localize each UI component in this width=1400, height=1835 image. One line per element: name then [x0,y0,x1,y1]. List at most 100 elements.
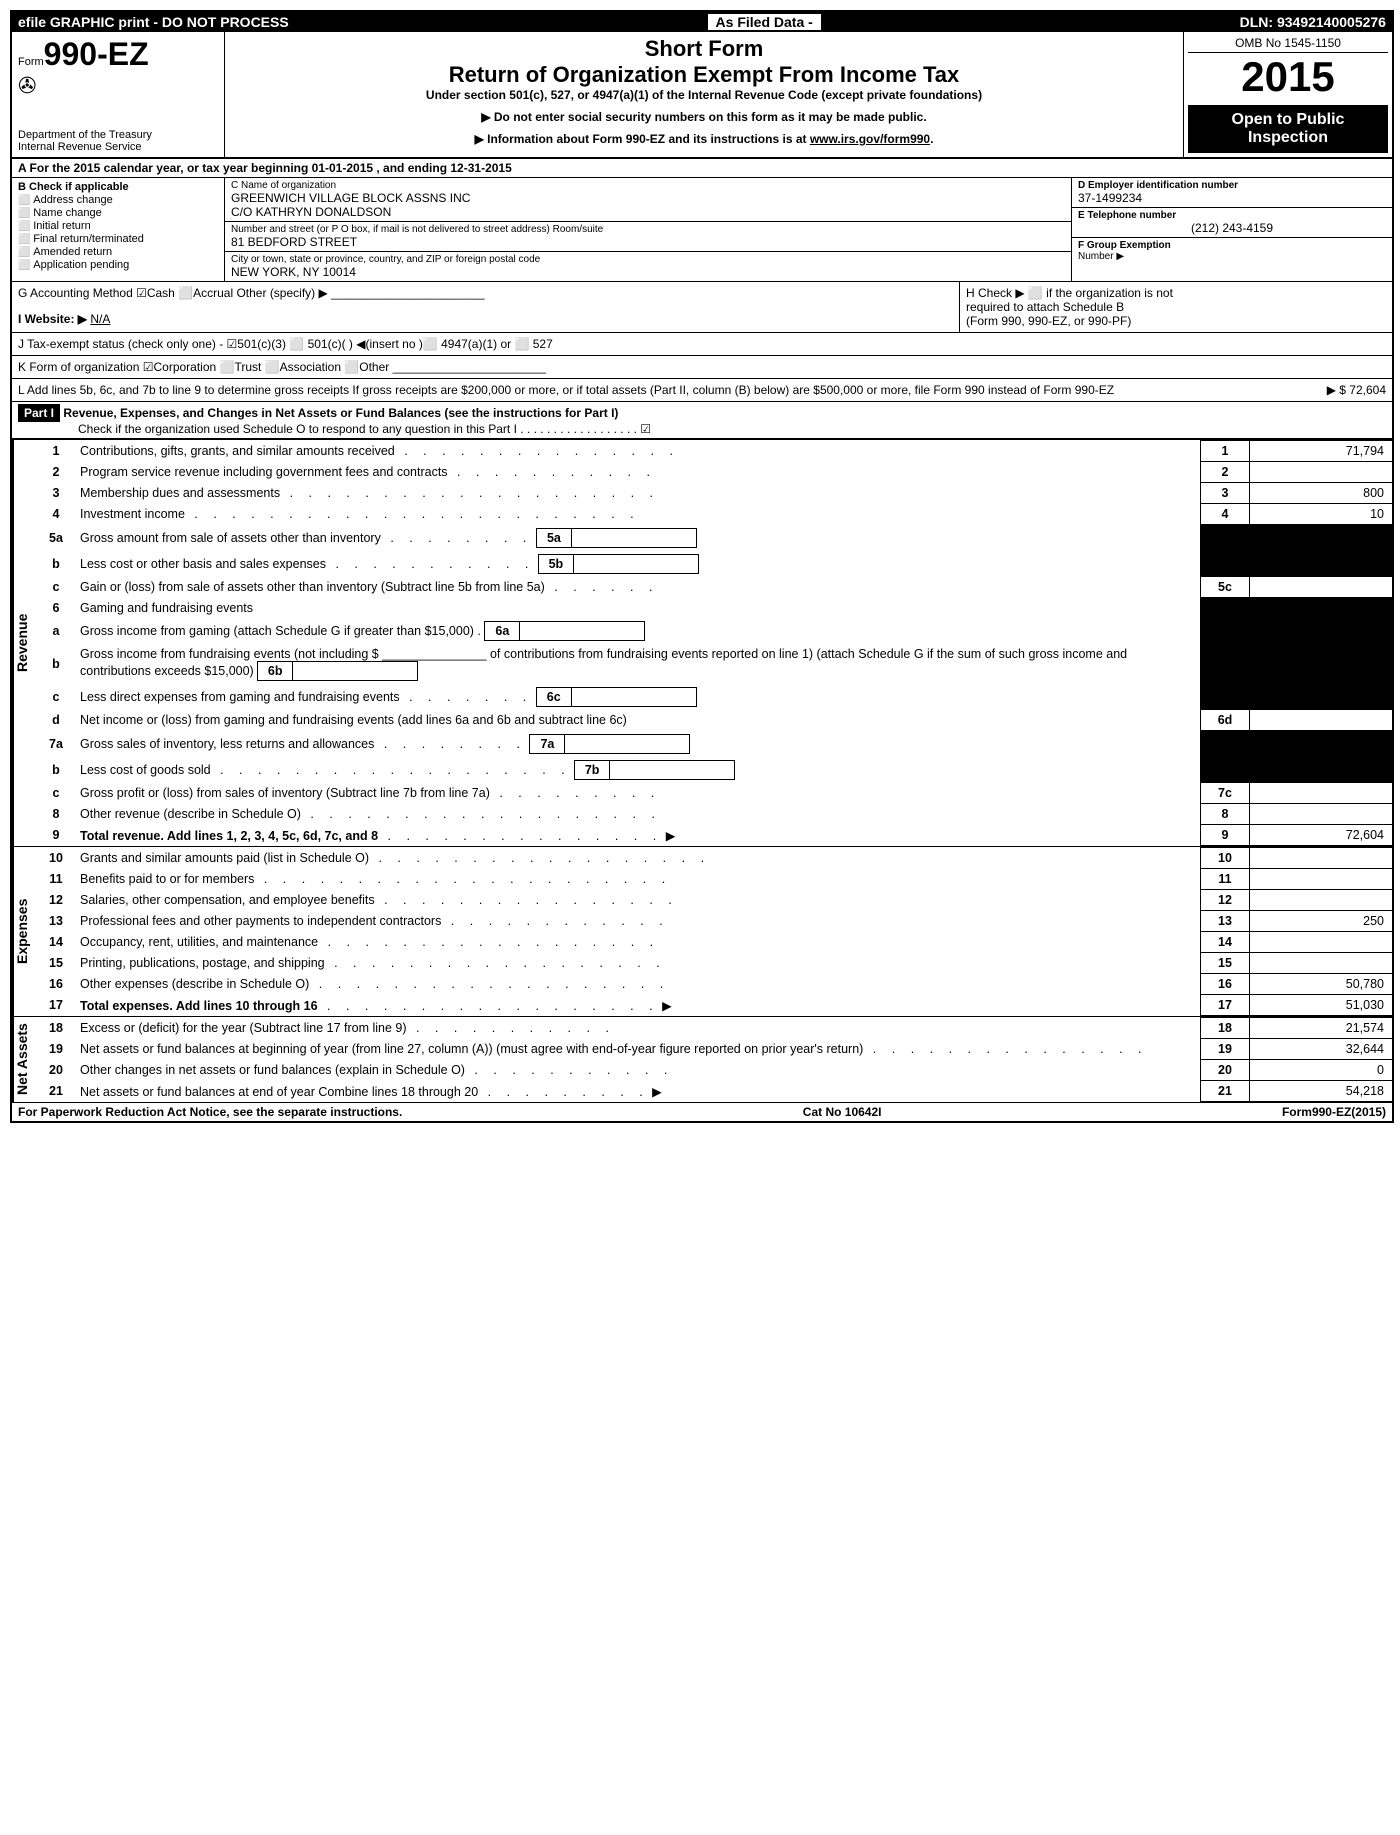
l6d-desc: Net income or (loss) from gaming and fun… [76,710,1201,731]
col-def: D Employer identification number 37-1499… [1072,178,1392,281]
l1-val: 71,794 [1250,441,1393,462]
l3-desc: Membership dues and assessments [80,486,280,500]
line-8: 8Other revenue (describe in Schedule O) … [36,804,1392,825]
topbar-mid: As Filed Data - [708,14,821,30]
l7c-val [1250,783,1393,804]
dept2: Internal Revenue Service [18,141,218,153]
col-b: B Check if applicable Address change Nam… [12,178,225,281]
l17-val: 51,030 [1250,995,1393,1016]
line-13: 13Professional fees and other payments t… [36,911,1392,932]
l7c-desc: Gross profit or (loss) from sales of inv… [80,786,490,800]
line-12: 12Salaries, other compensation, and empl… [36,890,1392,911]
line-6c: cLess direct expenses from gaming and fu… [36,684,1392,710]
note2-pre: ▶ Information about Form 990-EZ and its … [475,132,810,146]
l10-val [1250,848,1393,869]
row-j: J Tax-exempt status (check only one) - ☑… [12,333,1392,356]
header-center: Short Form Return of Organization Exempt… [225,32,1183,157]
form-page: efile GRAPHIC print - DO NOT PROCESS As … [10,10,1394,1123]
website: N/A [90,312,110,326]
l5b-desc: Less cost or other basis and sales expen… [80,557,326,571]
l11-val [1250,869,1393,890]
note2-post: . [930,132,933,146]
e-phone: E Telephone number (212) 243-4159 [1072,208,1392,238]
line-16: 16Other expenses (describe in Schedule O… [36,974,1392,995]
l2-desc: Program service revenue including govern… [80,465,448,479]
row-h-3: (Form 990, 990-EZ, or 990-PF) [966,314,1386,328]
line-15: 15Printing, publications, postage, and s… [36,953,1392,974]
street: 81 BEDFORD STREET [231,235,1065,249]
col-b-title: B Check if applicable [18,181,129,193]
l6d-val [1250,710,1393,731]
open-public-1: Open to Public [1190,111,1386,129]
subtitle: Under section 501(c), 527, or 4947(a)(1)… [233,88,1175,102]
l12-val [1250,890,1393,911]
header: Form990-EZ ✇ Department of the Treasury … [12,32,1392,159]
row-g: G Accounting Method ☑Cash ⬜Accrual Other… [18,286,953,300]
l21-val: 54,218 [1250,1081,1393,1102]
l8-desc: Other revenue (describe in Schedule O) [80,807,301,821]
l2-val [1250,462,1393,483]
l19-val: 32,644 [1250,1039,1393,1060]
title-short-form: Short Form [233,36,1175,62]
row-k: K Form of organization ☑Corporation ⬜Tru… [12,356,1392,379]
line-6b: bGross income from fundraising events (n… [36,644,1392,684]
topbar-right: DLN: 93492140005276 [1240,14,1386,30]
chk-initial[interactable]: Initial return [18,220,218,232]
row-a: A For the 2015 calendar year, or tax yea… [12,159,1392,178]
line-21: 21Net assets or fund balances at end of … [36,1081,1392,1102]
irs-link[interactable]: www.irs.gov/form990 [810,132,930,146]
chk-pending[interactable]: Application pending [18,259,218,271]
l5c-desc: Gain or (loss) from sale of assets other… [80,580,545,594]
l21-desc: Net assets or fund balances at end of ye… [80,1085,478,1099]
omb-no: OMB No 1545-1150 [1188,36,1388,53]
l15-desc: Printing, publications, postage, and shi… [80,956,325,970]
topbar-left: efile GRAPHIC print - DO NOT PROCESS [18,14,289,30]
line-18: 18Excess or (deficit) for the year (Subt… [36,1018,1392,1039]
expenses-label: Expenses [12,847,36,1016]
note2: ▶ Information about Form 990-EZ and its … [233,132,1175,146]
l14-desc: Occupancy, rent, utilities, and maintena… [80,935,318,949]
chk-address[interactable]: Address change [18,194,218,206]
footer-right: Form990-EZ(2015) [1282,1105,1386,1119]
care-of: C/O KATHRYN DONALDSON [231,205,1065,219]
row-h-2: required to attach Schedule B [966,300,1386,314]
footer-left: For Paperwork Reduction Act Notice, see … [18,1105,402,1119]
l16-val: 50,780 [1250,974,1393,995]
part-i-label: Part I [18,404,60,422]
l6c-desc: Less direct expenses from gaming and fun… [80,690,400,704]
open-public: Open to Public Inspection [1188,105,1388,153]
l3-val: 800 [1250,483,1393,504]
form-number-big: 990-EZ [44,36,149,72]
top-bar: efile GRAPHIC print - DO NOT PROCESS As … [12,12,1392,32]
chk-amended[interactable]: Amended return [18,246,218,258]
line-17: 17Total expenses. Add lines 10 through 1… [36,995,1392,1016]
c-city-label: City or town, state or province, country… [231,254,1065,265]
header-left: Form990-EZ ✇ Department of the Treasury … [12,32,225,157]
l7a-desc: Gross sales of inventory, less returns a… [80,737,374,751]
l17-desc: Total expenses. Add lines 10 through 16 [80,999,318,1013]
chk-final[interactable]: Final return/terminated [18,233,218,245]
part-i-title: Revenue, Expenses, and Changes in Net As… [63,406,618,420]
tax-year: 2015 [1188,53,1388,101]
f-label: F Group Exemption [1078,240,1171,251]
l4-val: 10 [1250,504,1393,525]
line-20: 20Other changes in net assets or fund ba… [36,1060,1392,1081]
row-i-label: I Website: ▶ [18,312,87,326]
row-i: I Website: ▶ N/A [18,312,953,326]
dept1: Department of the Treasury [18,129,218,141]
revenue-label: Revenue [12,440,36,846]
part-i-check: Check if the organization used Schedule … [18,422,1386,436]
line-10: 10Grants and similar amounts paid (list … [36,848,1392,869]
l20-val: 0 [1250,1060,1393,1081]
c-city: City or town, state or province, country… [225,252,1071,281]
f-label2: Number ▶ [1078,251,1386,262]
block-bcdef: B Check if applicable Address change Nam… [12,178,1392,282]
expenses-table: 10Grants and similar amounts paid (list … [36,847,1392,1016]
row-l-text: L Add lines 5b, 6c, and 7b to line 9 to … [18,383,1327,397]
footer: For Paperwork Reduction Act Notice, see … [12,1102,1392,1121]
c-name-label: C Name of organization [231,180,1065,191]
chk-name[interactable]: Name change [18,207,218,219]
line-14: 14Occupancy, rent, utilities, and mainte… [36,932,1392,953]
l6-desc: Gaming and fundraising events [76,598,1201,618]
row-h-1: H Check ▶ ⬜ if the organization is not [966,286,1386,300]
